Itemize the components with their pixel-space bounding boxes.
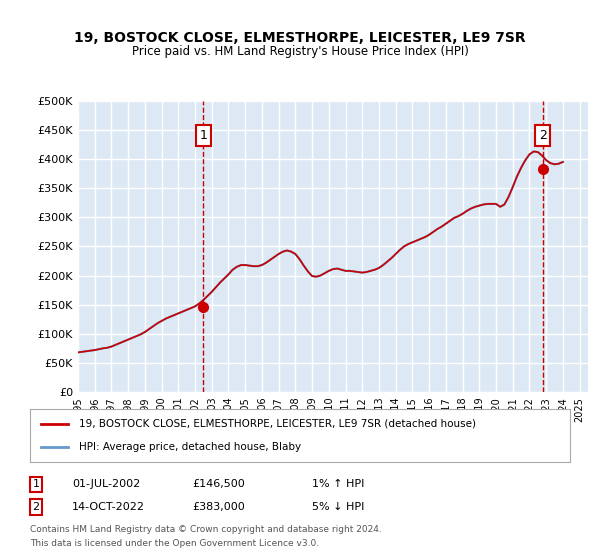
Text: 19, BOSTOCK CLOSE, ELMESTHORPE, LEICESTER, LE9 7SR (detached house): 19, BOSTOCK CLOSE, ELMESTHORPE, LEICESTE… <box>79 419 476 429</box>
Text: 14-OCT-2022: 14-OCT-2022 <box>72 502 145 512</box>
Text: Price paid vs. HM Land Registry's House Price Index (HPI): Price paid vs. HM Land Registry's House … <box>131 45 469 58</box>
Text: £383,000: £383,000 <box>192 502 245 512</box>
Text: 1% ↑ HPI: 1% ↑ HPI <box>312 479 364 489</box>
Text: 19, BOSTOCK CLOSE, ELMESTHORPE, LEICESTER, LE9 7SR: 19, BOSTOCK CLOSE, ELMESTHORPE, LEICESTE… <box>74 31 526 45</box>
Text: 1: 1 <box>199 129 208 142</box>
Text: Contains HM Land Registry data © Crown copyright and database right 2024.: Contains HM Land Registry data © Crown c… <box>30 525 382 534</box>
Text: This data is licensed under the Open Government Licence v3.0.: This data is licensed under the Open Gov… <box>30 539 319 548</box>
Text: 5% ↓ HPI: 5% ↓ HPI <box>312 502 364 512</box>
Text: 2: 2 <box>32 502 40 512</box>
Text: HPI: Average price, detached house, Blaby: HPI: Average price, detached house, Blab… <box>79 442 301 452</box>
Text: 01-JUL-2002: 01-JUL-2002 <box>72 479 140 489</box>
Text: 1: 1 <box>32 479 40 489</box>
Text: 2: 2 <box>539 129 547 142</box>
Text: £146,500: £146,500 <box>192 479 245 489</box>
